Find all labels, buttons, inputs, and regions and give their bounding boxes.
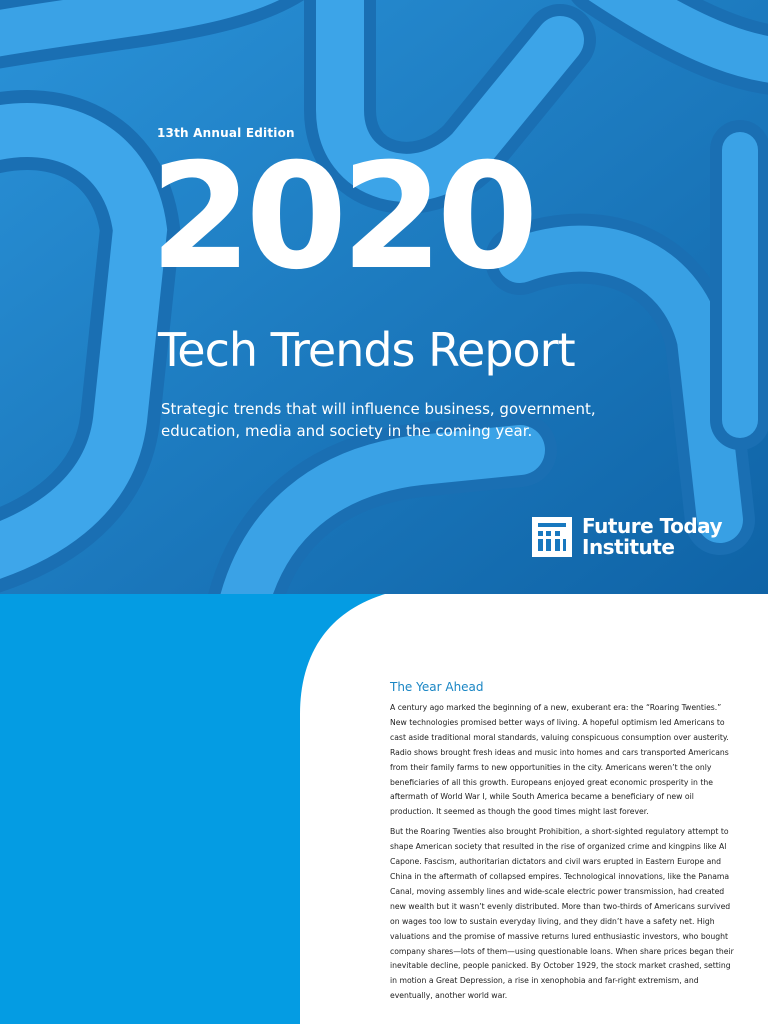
logo-line-2: Institute	[582, 535, 675, 559]
logo-line-1: Future Today	[582, 514, 723, 538]
article-paragraph: But the Roaring Twenties also brought Pr…	[390, 827, 734, 1001]
report-title: Tech Trends Report	[158, 323, 576, 377]
article-paragraph: A century ago marked the beginning of a …	[390, 703, 729, 817]
fti-logo-text: Future Today Institute	[582, 514, 723, 559]
cover-section: 13th Annual Edition 2020 Tech Trends Rep…	[0, 0, 768, 594]
article: The Year Ahead A century ago marked the …	[390, 680, 736, 1009]
intro-page	[0, 594, 768, 1024]
report-year: 2020	[150, 132, 538, 302]
maze-background	[0, 0, 768, 594]
fti-logo: Future Today Institute	[532, 514, 723, 559]
edition-label: 13th Annual Edition	[157, 126, 295, 140]
fti-logo-icon	[532, 517, 572, 557]
report-subtitle: Strategic trends that will influence bus…	[161, 400, 596, 440]
wave-shape	[300, 594, 768, 1024]
article-heading: The Year Ahead	[390, 680, 484, 694]
